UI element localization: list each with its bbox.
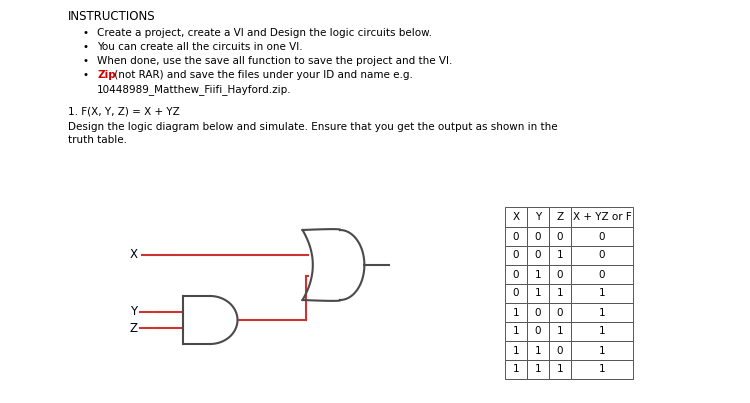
- Text: 1: 1: [556, 326, 563, 337]
- Bar: [549, 303, 571, 322]
- Text: 0: 0: [513, 270, 519, 280]
- Bar: [549, 322, 571, 341]
- Text: 0: 0: [556, 307, 563, 318]
- Text: 0: 0: [598, 231, 605, 241]
- Text: 0: 0: [535, 231, 542, 241]
- Text: 0: 0: [535, 307, 542, 318]
- Text: 0: 0: [535, 326, 542, 337]
- Bar: [549, 341, 571, 360]
- Bar: [549, 246, 571, 265]
- Bar: [505, 322, 527, 341]
- Text: You can create all the circuits in one VI.: You can create all the circuits in one V…: [97, 42, 302, 52]
- Text: 1: 1: [535, 289, 542, 299]
- Bar: [505, 246, 527, 265]
- Text: 1: 1: [598, 326, 605, 337]
- Text: 0: 0: [513, 289, 519, 299]
- Text: Design the logic diagram below and simulate. Ensure that you get the output as s: Design the logic diagram below and simul…: [68, 122, 557, 132]
- Text: 10448989_Matthew_Fiifi_Hayford.zip.: 10448989_Matthew_Fiifi_Hayford.zip.: [97, 84, 292, 95]
- Text: 0: 0: [513, 231, 519, 241]
- Text: X + YZ or F: X + YZ or F: [573, 212, 632, 222]
- Bar: [505, 360, 527, 379]
- Bar: [571, 284, 633, 303]
- Text: 0: 0: [556, 231, 563, 241]
- Text: Z: Z: [556, 212, 563, 222]
- Text: truth table.: truth table.: [68, 135, 127, 145]
- Text: •: •: [82, 70, 88, 80]
- Text: X: X: [512, 212, 520, 222]
- Bar: [571, 322, 633, 341]
- Text: 1. F(X, Y, Z) = X + YZ: 1. F(X, Y, Z) = X + YZ: [68, 106, 180, 116]
- Bar: [571, 227, 633, 246]
- Text: 1: 1: [535, 364, 542, 374]
- Bar: [527, 360, 549, 379]
- Text: 0: 0: [598, 251, 605, 260]
- Bar: [549, 360, 571, 379]
- Bar: [505, 207, 527, 227]
- Text: •: •: [82, 56, 88, 66]
- Bar: [505, 265, 527, 284]
- Bar: [549, 284, 571, 303]
- Text: 1: 1: [535, 345, 542, 355]
- Bar: [549, 207, 571, 227]
- Text: When done, use the save all function to save the project and the VI.: When done, use the save all function to …: [97, 56, 452, 66]
- Text: 1: 1: [535, 270, 542, 280]
- Text: 1: 1: [556, 289, 563, 299]
- Bar: [505, 303, 527, 322]
- Bar: [549, 227, 571, 246]
- Text: 0: 0: [513, 251, 519, 260]
- Bar: [527, 227, 549, 246]
- Text: INSTRUCTIONS: INSTRUCTIONS: [68, 10, 156, 23]
- Text: Z: Z: [130, 322, 138, 335]
- Text: Y: Y: [535, 212, 542, 222]
- Text: Create a project, create a VI and Design the logic circuits below.: Create a project, create a VI and Design…: [97, 28, 432, 38]
- Bar: [527, 207, 549, 227]
- Text: 0: 0: [598, 270, 605, 280]
- Bar: [527, 246, 549, 265]
- Bar: [571, 341, 633, 360]
- Text: 0: 0: [556, 270, 563, 280]
- Text: 1: 1: [598, 345, 605, 355]
- Text: 1: 1: [513, 307, 519, 318]
- Bar: [571, 207, 633, 227]
- Text: 0: 0: [535, 251, 542, 260]
- Bar: [505, 227, 527, 246]
- Bar: [571, 265, 633, 284]
- Bar: [527, 265, 549, 284]
- Text: •: •: [82, 42, 88, 52]
- Text: 1: 1: [598, 364, 605, 374]
- Text: 1: 1: [556, 251, 563, 260]
- Bar: [571, 360, 633, 379]
- Text: 1: 1: [513, 326, 519, 337]
- Text: 1: 1: [598, 289, 605, 299]
- Bar: [527, 341, 549, 360]
- Text: 1: 1: [598, 307, 605, 318]
- Bar: [527, 303, 549, 322]
- Text: 1: 1: [556, 364, 563, 374]
- Text: •: •: [82, 28, 88, 38]
- Bar: [571, 246, 633, 265]
- Bar: [505, 341, 527, 360]
- Text: 1: 1: [513, 364, 519, 374]
- Text: 0: 0: [556, 345, 563, 355]
- Text: 1: 1: [513, 345, 519, 355]
- Text: (not RAR) and save the files under your ID and name e.g.: (not RAR) and save the files under your …: [111, 70, 412, 80]
- Bar: [571, 303, 633, 322]
- Text: Y: Y: [130, 305, 137, 318]
- Text: X: X: [130, 248, 138, 261]
- Bar: [527, 284, 549, 303]
- Bar: [527, 322, 549, 341]
- Bar: [505, 284, 527, 303]
- Text: Zip: Zip: [97, 70, 116, 80]
- Bar: [549, 265, 571, 284]
